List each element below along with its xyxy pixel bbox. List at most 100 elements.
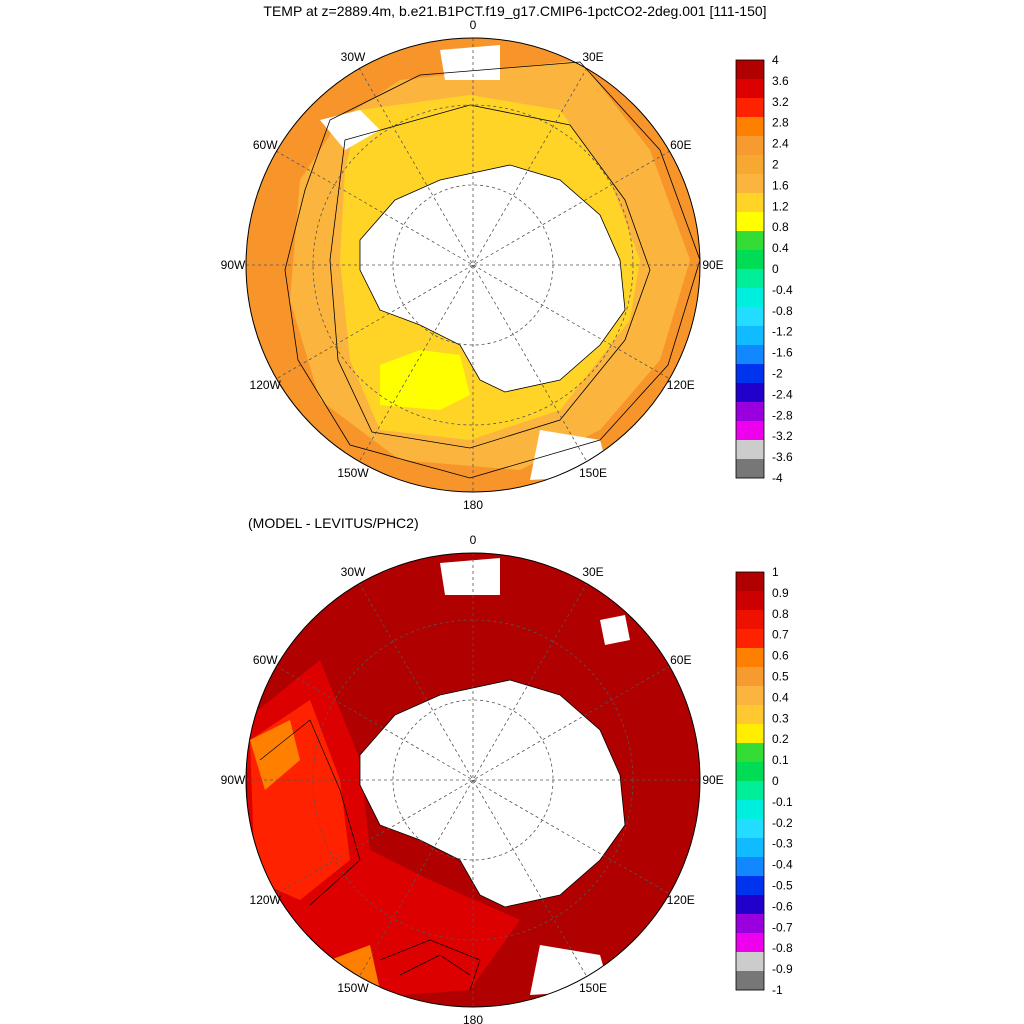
continent-africa-tip	[440, 558, 500, 595]
colorbar-tick-label: 0.4	[772, 690, 789, 704]
colorbar-swatch	[736, 971, 764, 991]
colorbar-tick-label: 3.2	[772, 95, 789, 109]
longitude-label: 150E	[579, 981, 607, 995]
longitude-label: 120E	[667, 893, 695, 907]
panel-model-minus-levitus: 0 30E 60E 90E 120E 150E 180 150W 120W 90W 60W 30W 1…	[221, 533, 793, 1024]
colorbar-swatch	[736, 819, 764, 839]
continent-south-america	[320, 110, 380, 150]
longitude-labels: 0 30E 60E 90E 120E 150E 180 150W 120W 90W 60W 30W	[221, 533, 724, 1024]
colorbar-tick-label: -0.8	[772, 304, 793, 318]
colorbar-tick-label: 0.8	[772, 220, 789, 234]
colorbar-tick-label: -0.9	[772, 962, 793, 976]
colorbar-swatch	[736, 136, 764, 156]
colorbar-swatch	[736, 421, 764, 441]
longitude-label: 60W	[253, 653, 278, 667]
colorbar-tick-label: 0.6	[772, 649, 789, 663]
contour-lines	[284, 61, 701, 479]
colorbar-tick-label: -1.6	[772, 346, 793, 360]
colorbar-swatch	[736, 724, 764, 744]
longitude-label: 120W	[250, 378, 282, 392]
field-band-3	[250, 720, 300, 790]
island	[600, 615, 630, 645]
colorbar-swatch	[736, 98, 764, 118]
colorbar-swatch	[736, 629, 764, 649]
colorbar-tick-label: 0.7	[772, 628, 789, 642]
longitude-label: 0	[470, 18, 477, 32]
colorbar-swatch	[736, 876, 764, 896]
field-core	[380, 350, 470, 410]
colorbar-swatch	[736, 952, 764, 972]
colorbar-swatch	[736, 648, 764, 668]
colorbar-tick-label: 0.4	[772, 241, 789, 255]
colorbar-swatch	[736, 288, 764, 308]
colorbar-swatch	[736, 155, 764, 175]
colorbar-tick-label: 0.8	[772, 607, 789, 621]
longitude-label: 180	[463, 1013, 483, 1024]
colorbar-tick-label: 0.9	[772, 586, 789, 600]
colorbar-swatch	[736, 269, 764, 289]
colorbar-swatch	[736, 800, 764, 820]
colorbar-swatch	[736, 193, 764, 213]
colorbar-swatch	[736, 174, 764, 194]
colorbar-tick-label: -1.2	[772, 325, 793, 339]
colorbar-swatch	[736, 667, 764, 687]
colorbar-tick-label: 1.2	[772, 199, 789, 213]
colorbar-tick-label: -0.6	[772, 899, 793, 913]
colorbar-swatch	[736, 307, 764, 327]
colorbar-swatch	[736, 117, 764, 137]
graticule	[246, 553, 700, 1007]
longitude-label: 150W	[337, 466, 369, 480]
antarctica	[359, 679, 626, 908]
longitude-label: 120E	[667, 378, 695, 392]
colorbar-swatch	[736, 762, 764, 782]
longitude-label: 150W	[337, 981, 369, 995]
colorbar-swatch	[736, 572, 764, 592]
colorbar-swatch	[736, 402, 764, 422]
colorbar-tick-label: 0	[772, 262, 779, 276]
colorbar: 4 3.6 3.2 2.8 2.4 2 1.6 1.2 0.8 0.4 0 -0.4 -0.8 -1.2 -…	[735, 53, 793, 485]
colorbar-tick-label: 2.4	[772, 137, 789, 151]
colorbar-swatch	[736, 345, 764, 365]
colorbar-swatch	[736, 364, 764, 384]
longitude-label: 60W	[253, 138, 278, 152]
colorbar-swatch	[736, 705, 764, 725]
colorbar-tick-label: -0.5	[772, 879, 793, 893]
colorbar-frame	[735, 59, 765, 479]
colorbar-tick-label: -2.8	[772, 408, 793, 422]
colorbar-tick-label: 3.6	[772, 74, 789, 88]
map-boundary	[245, 552, 701, 1008]
colorbar-swatch	[736, 743, 764, 763]
colorbar-swatch	[736, 326, 764, 346]
colorbar-swatch	[736, 60, 764, 80]
colorbar-tick-label: 0.3	[772, 711, 789, 725]
colorbar-tick-label: 2	[772, 158, 779, 172]
colorbar-tick-label: -0.3	[772, 837, 793, 851]
figure-title: TEMP at z=2889.4m, b.e21.B1PCT.f19_g17.C…	[263, 3, 766, 19]
colorbar: 1 0.9 0.8 0.7 0.6 0.5 0.4 0.3 0.2 0.1 0 -0.1 -0.2 -0.…	[735, 565, 793, 997]
colorbar-tick-label: 4	[772, 53, 779, 67]
colorbar-swatch	[736, 212, 764, 232]
longitude-label: 180	[463, 498, 483, 512]
colorbar-tick-label: -3.2	[772, 429, 793, 443]
colorbar-swatch	[736, 459, 764, 479]
colorbar-tick-label: 1	[772, 565, 779, 579]
colorbar-tick-label: 1.6	[772, 178, 789, 192]
longitude-labels: 0 30E 60E 90E 120E 150E 180 150W 120W 90W 60W 30W	[221, 18, 724, 512]
colorbar-swatch	[736, 610, 764, 630]
colorbar-tick-label: -2.4	[772, 387, 793, 401]
antarctica	[359, 164, 626, 393]
map-field	[246, 38, 700, 492]
colorbar-swatch	[736, 933, 764, 953]
colorbar-tick-label: 2.8	[772, 116, 789, 130]
longitude-label: 120W	[250, 893, 282, 907]
colorbar-swatch	[736, 895, 764, 915]
colorbar-tick-label: -0.4	[772, 283, 793, 297]
longitude-label: 150E	[579, 466, 607, 480]
colorbar-tick-label: -0.1	[772, 795, 793, 809]
longitude-label: 0	[470, 533, 477, 547]
colorbar-tick-label: -0.7	[772, 920, 793, 934]
colorbar-frame	[735, 571, 765, 991]
colorbar-swatch	[736, 914, 764, 934]
longitude-label: 90E	[702, 773, 723, 787]
